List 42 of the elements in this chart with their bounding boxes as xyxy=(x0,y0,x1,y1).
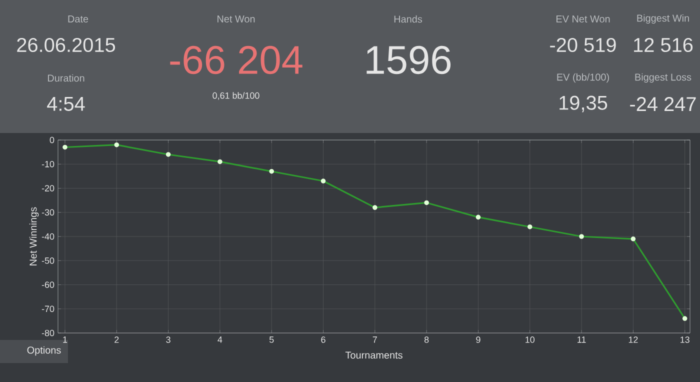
text: 26.06.2015 xyxy=(17,38,116,52)
text: 1596 xyxy=(366,46,451,74)
x-tick-label: 2 xyxy=(114,336,119,343)
x-tick-label: 3 xyxy=(166,336,170,343)
text: -24 247 xyxy=(630,97,696,111)
x-tick-label: 11 xyxy=(578,336,586,343)
text: EV (bb/100) xyxy=(557,73,609,83)
x-tick-label: 7 xyxy=(372,336,377,343)
x-tick-label: 13 xyxy=(680,336,690,343)
text: 19,35 xyxy=(560,96,608,112)
x-tick-label: 8 xyxy=(424,336,429,343)
text: 12 516 xyxy=(634,38,693,52)
x-axis-title: Tournaments xyxy=(345,352,402,359)
y-tick-label: -80 xyxy=(42,330,54,336)
y-tick-label: -10 xyxy=(42,160,54,168)
y-tick-label: -20 xyxy=(42,185,54,192)
y-axis-title: Net Winnings xyxy=(29,207,39,266)
text: Date xyxy=(68,16,88,22)
text: Hands xyxy=(394,15,422,23)
y-tick-label: -40 xyxy=(42,233,54,240)
text: EV Net Won xyxy=(556,16,610,22)
text: Options xyxy=(27,346,61,356)
x-tick-label: 9 xyxy=(476,336,480,343)
x-tick-label: 4 xyxy=(218,336,222,343)
text: Net Won xyxy=(218,16,255,22)
y-tick-label: -60 xyxy=(42,282,54,288)
x-tick-label: 1 xyxy=(63,336,68,343)
x-tick-label: 12 xyxy=(628,336,638,343)
x-tick-label: 5 xyxy=(269,336,274,343)
text: 0,61 bb/100 xyxy=(212,92,260,100)
text: Biggest Loss xyxy=(635,73,692,83)
x-tick-label: 6 xyxy=(321,336,326,343)
x-tick-label: 10 xyxy=(526,336,535,343)
y-tick-label: -50 xyxy=(42,257,54,264)
y-tick-label: 0 xyxy=(50,136,54,144)
text: Biggest Win xyxy=(637,14,689,24)
text: -20 519 xyxy=(550,38,616,52)
text: 4:54 xyxy=(47,97,85,111)
y-tick-label: -70 xyxy=(42,306,54,312)
text: Duration xyxy=(48,74,84,82)
y-tick-label: -30 xyxy=(42,209,54,216)
text: -66 204 xyxy=(170,46,302,74)
